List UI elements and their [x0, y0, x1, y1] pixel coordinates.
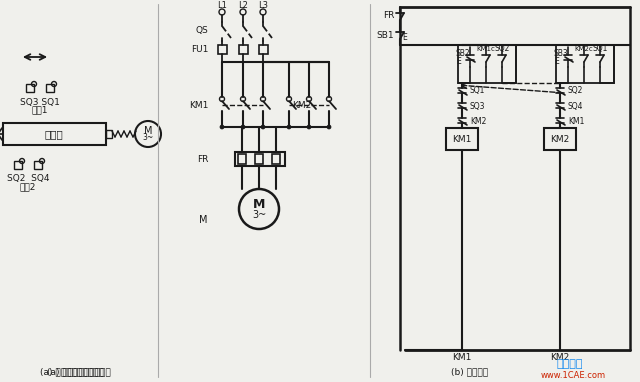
Circle shape: [135, 121, 161, 147]
Text: E: E: [456, 57, 461, 65]
Text: L1: L1: [217, 0, 227, 10]
Bar: [259, 45, 268, 54]
Circle shape: [326, 97, 332, 102]
Text: KM2: KM2: [292, 100, 312, 110]
Text: (a) 工作自动循环示意图: (a) 工作自动循环示意图: [40, 367, 104, 377]
Text: SQ2: SQ2: [568, 86, 584, 96]
Circle shape: [287, 125, 291, 129]
Circle shape: [260, 97, 266, 102]
Bar: [34, 161, 42, 169]
Bar: [255, 154, 263, 164]
Text: KM2: KM2: [470, 117, 486, 126]
Text: FR: FR: [196, 154, 208, 163]
Bar: [458, 45, 516, 83]
Circle shape: [307, 97, 312, 102]
Text: M: M: [253, 199, 265, 212]
Text: 位灢2: 位灢2: [20, 183, 36, 191]
Circle shape: [241, 97, 246, 102]
Text: L3: L3: [258, 0, 268, 10]
Text: KM1: KM1: [189, 100, 208, 110]
Text: KM2: KM2: [550, 134, 570, 144]
Text: KM1: KM1: [452, 134, 472, 144]
Text: KM1: KM1: [568, 117, 584, 126]
Circle shape: [220, 97, 225, 102]
Text: 工作台: 工作台: [45, 129, 63, 139]
Bar: [272, 154, 280, 164]
Text: SQ1: SQ1: [470, 86, 485, 96]
Text: SQ2  SQ4: SQ2 SQ4: [7, 175, 49, 183]
Bar: [46, 84, 54, 92]
Text: SB2: SB2: [456, 49, 470, 58]
Bar: [3, 123, 106, 145]
Text: KM2c: KM2c: [575, 46, 593, 52]
Text: 位灢1: 位灢1: [32, 105, 48, 115]
Text: E: E: [554, 57, 559, 65]
Text: L2: L2: [238, 0, 248, 10]
Text: SQ2: SQ2: [494, 44, 509, 53]
Text: 仿真在线: 仿真在线: [557, 359, 583, 369]
Text: FU1: FU1: [191, 44, 208, 53]
Text: E: E: [403, 32, 408, 42]
Bar: [106, 130, 112, 138]
Bar: [14, 161, 22, 169]
Text: 3~: 3~: [252, 210, 266, 220]
Text: (b) 控制线路: (b) 控制线路: [451, 367, 488, 377]
Text: www.1CAE.com: www.1CAE.com: [540, 371, 605, 379]
Bar: [235, 152, 285, 166]
Bar: [446, 128, 478, 150]
Circle shape: [220, 125, 224, 129]
Text: SB1: SB1: [376, 31, 394, 39]
Text: KM1: KM1: [452, 353, 472, 363]
Text: KM2: KM2: [550, 353, 570, 363]
Text: SQ3: SQ3: [470, 102, 486, 110]
Bar: [239, 45, 248, 54]
Text: SQ3 SQ1: SQ3 SQ1: [20, 97, 60, 107]
Bar: [544, 128, 576, 150]
Text: M: M: [144, 126, 152, 136]
Text: (a) 工作自动循环示意图: (a) 工作自动循环示意图: [47, 367, 111, 377]
Text: SQ1: SQ1: [592, 44, 608, 53]
Circle shape: [287, 97, 291, 102]
Circle shape: [260, 9, 266, 15]
Text: KM1c: KM1c: [477, 46, 495, 52]
Circle shape: [239, 189, 279, 229]
Bar: [238, 154, 246, 164]
Text: QS: QS: [195, 26, 208, 34]
Bar: [218, 45, 227, 54]
Text: SQ4: SQ4: [568, 102, 584, 110]
Circle shape: [241, 125, 245, 129]
Text: M: M: [200, 215, 208, 225]
Text: 3~: 3~: [142, 133, 154, 142]
Circle shape: [307, 125, 311, 129]
Circle shape: [327, 125, 331, 129]
Text: SB3: SB3: [554, 49, 569, 58]
Circle shape: [240, 9, 246, 15]
Text: FR: FR: [383, 10, 394, 19]
Circle shape: [219, 9, 225, 15]
Circle shape: [261, 125, 265, 129]
Bar: [556, 45, 614, 83]
Bar: [26, 84, 34, 92]
